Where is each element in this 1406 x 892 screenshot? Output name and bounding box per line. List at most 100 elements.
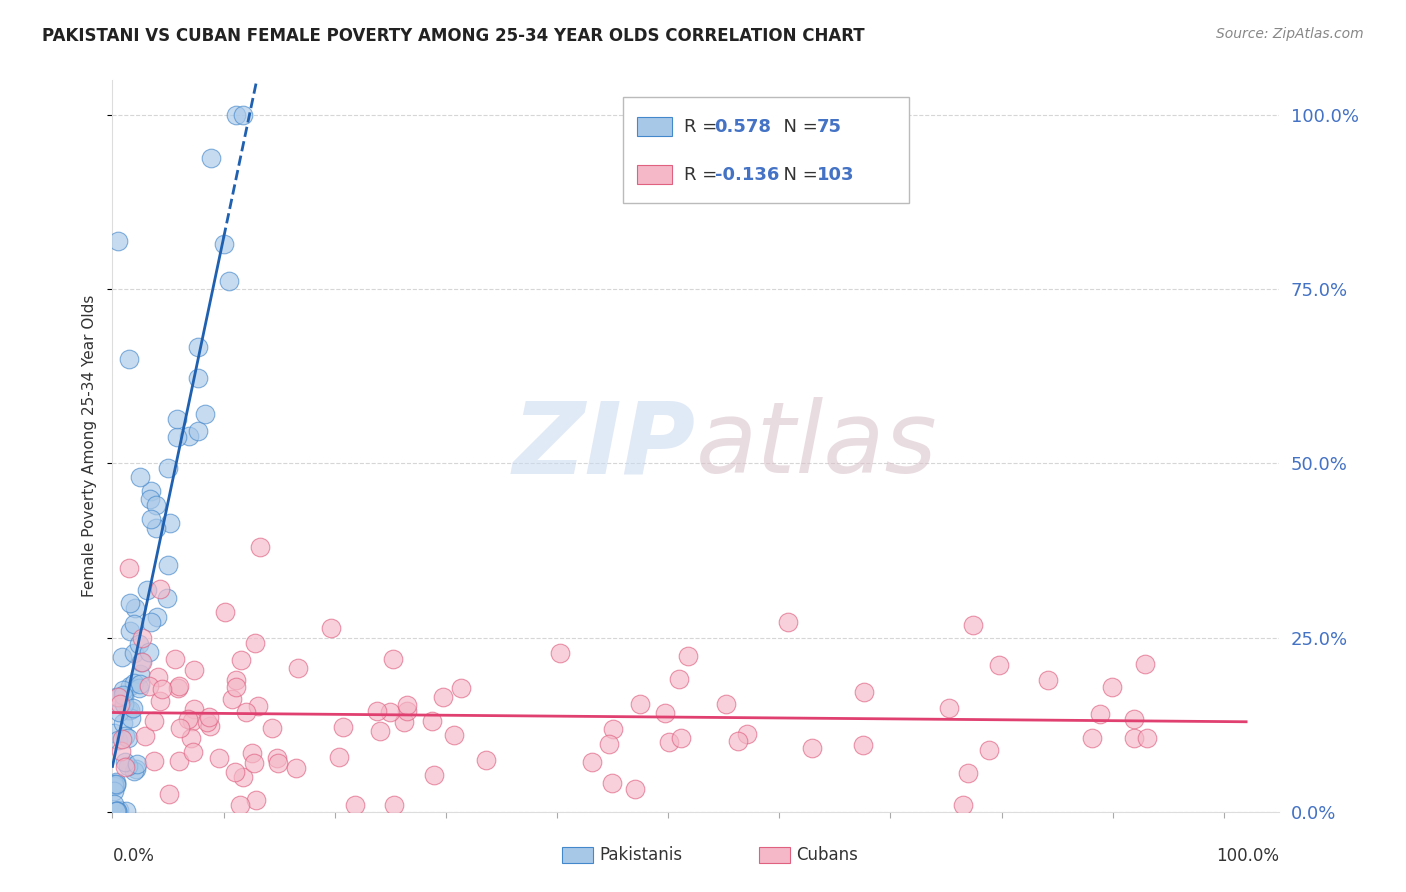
Text: -0.136: -0.136 — [714, 167, 779, 185]
Point — [852, 738, 875, 752]
Point — [120, 711, 142, 725]
Point — [156, 591, 179, 606]
Point — [977, 743, 1000, 757]
Point — [129, 470, 152, 484]
Point — [111, 649, 134, 664]
Point — [157, 558, 180, 573]
Point — [112, 697, 135, 711]
Point — [395, 704, 418, 718]
Point — [104, 778, 127, 792]
Point — [124, 646, 146, 660]
Point — [103, 777, 125, 791]
Point — [235, 705, 257, 719]
Point — [285, 761, 308, 775]
Point — [134, 729, 156, 743]
Point — [207, 750, 229, 764]
Point — [118, 596, 141, 610]
Text: Pakistanis: Pakistanis — [599, 847, 682, 864]
Point — [122, 676, 145, 690]
Point — [120, 679, 142, 693]
Point — [167, 679, 190, 693]
Point — [474, 753, 496, 767]
Point — [600, 776, 623, 790]
Point — [122, 617, 145, 632]
Point — [624, 782, 647, 797]
Point — [107, 804, 129, 818]
Point — [107, 234, 129, 248]
Point — [262, 721, 284, 735]
Point — [115, 804, 138, 818]
Point — [128, 637, 150, 651]
Point — [107, 690, 129, 704]
Point — [548, 646, 571, 660]
Point — [852, 685, 875, 699]
Point — [778, 615, 800, 629]
Point — [111, 716, 134, 731]
Point — [111, 683, 134, 698]
Point — [103, 783, 125, 797]
Text: N =: N = — [772, 119, 824, 136]
Point — [141, 483, 163, 498]
Point — [124, 601, 146, 615]
Point — [392, 714, 415, 729]
Point — [165, 652, 187, 666]
Point — [103, 725, 125, 739]
Point — [120, 624, 142, 639]
Point — [232, 108, 254, 122]
Point — [142, 714, 165, 729]
Text: Cubans: Cubans — [796, 847, 858, 864]
Point — [321, 620, 343, 634]
Point — [120, 703, 142, 717]
Point — [328, 749, 350, 764]
Point — [432, 690, 454, 704]
Point — [1135, 657, 1157, 672]
Point — [240, 746, 263, 760]
Point — [245, 793, 267, 807]
Point — [423, 768, 446, 782]
Point — [129, 677, 152, 691]
Point — [194, 407, 217, 421]
Point — [131, 655, 153, 669]
Point — [167, 755, 190, 769]
Text: atlas: atlas — [696, 398, 938, 494]
Point — [148, 670, 170, 684]
Text: 0.0%: 0.0% — [112, 847, 155, 865]
Y-axis label: Female Poverty Among 25-34 Year Olds: Female Poverty Among 25-34 Year Olds — [82, 295, 97, 597]
Point — [114, 759, 136, 773]
Point — [117, 759, 139, 773]
Point — [157, 787, 180, 801]
Point — [197, 710, 219, 724]
Point — [180, 731, 202, 745]
Point — [187, 424, 209, 438]
Point — [714, 697, 737, 711]
Point — [187, 371, 209, 385]
Point — [232, 770, 254, 784]
Point — [166, 412, 188, 426]
Point — [1136, 731, 1159, 746]
Point — [108, 697, 131, 711]
Point — [344, 797, 367, 812]
Point — [138, 645, 160, 659]
Point — [105, 804, 128, 818]
Point — [1036, 673, 1059, 687]
Point — [104, 777, 127, 791]
Text: R =: R = — [683, 119, 723, 136]
Point — [988, 657, 1011, 672]
Point — [138, 679, 160, 693]
Text: 0.578: 0.578 — [714, 119, 772, 136]
Text: Source: ZipAtlas.com: Source: ZipAtlas.com — [1216, 27, 1364, 41]
Point — [224, 764, 246, 779]
Point — [267, 756, 290, 770]
Point — [229, 797, 252, 812]
Point — [382, 651, 405, 665]
Point — [581, 755, 603, 769]
Point — [395, 698, 418, 713]
Text: N =: N = — [772, 167, 824, 185]
Point — [658, 735, 681, 749]
Point — [225, 108, 247, 122]
Point — [214, 605, 236, 619]
Point — [218, 274, 240, 288]
Point — [669, 731, 692, 746]
Point — [104, 804, 127, 818]
Point — [145, 521, 167, 535]
